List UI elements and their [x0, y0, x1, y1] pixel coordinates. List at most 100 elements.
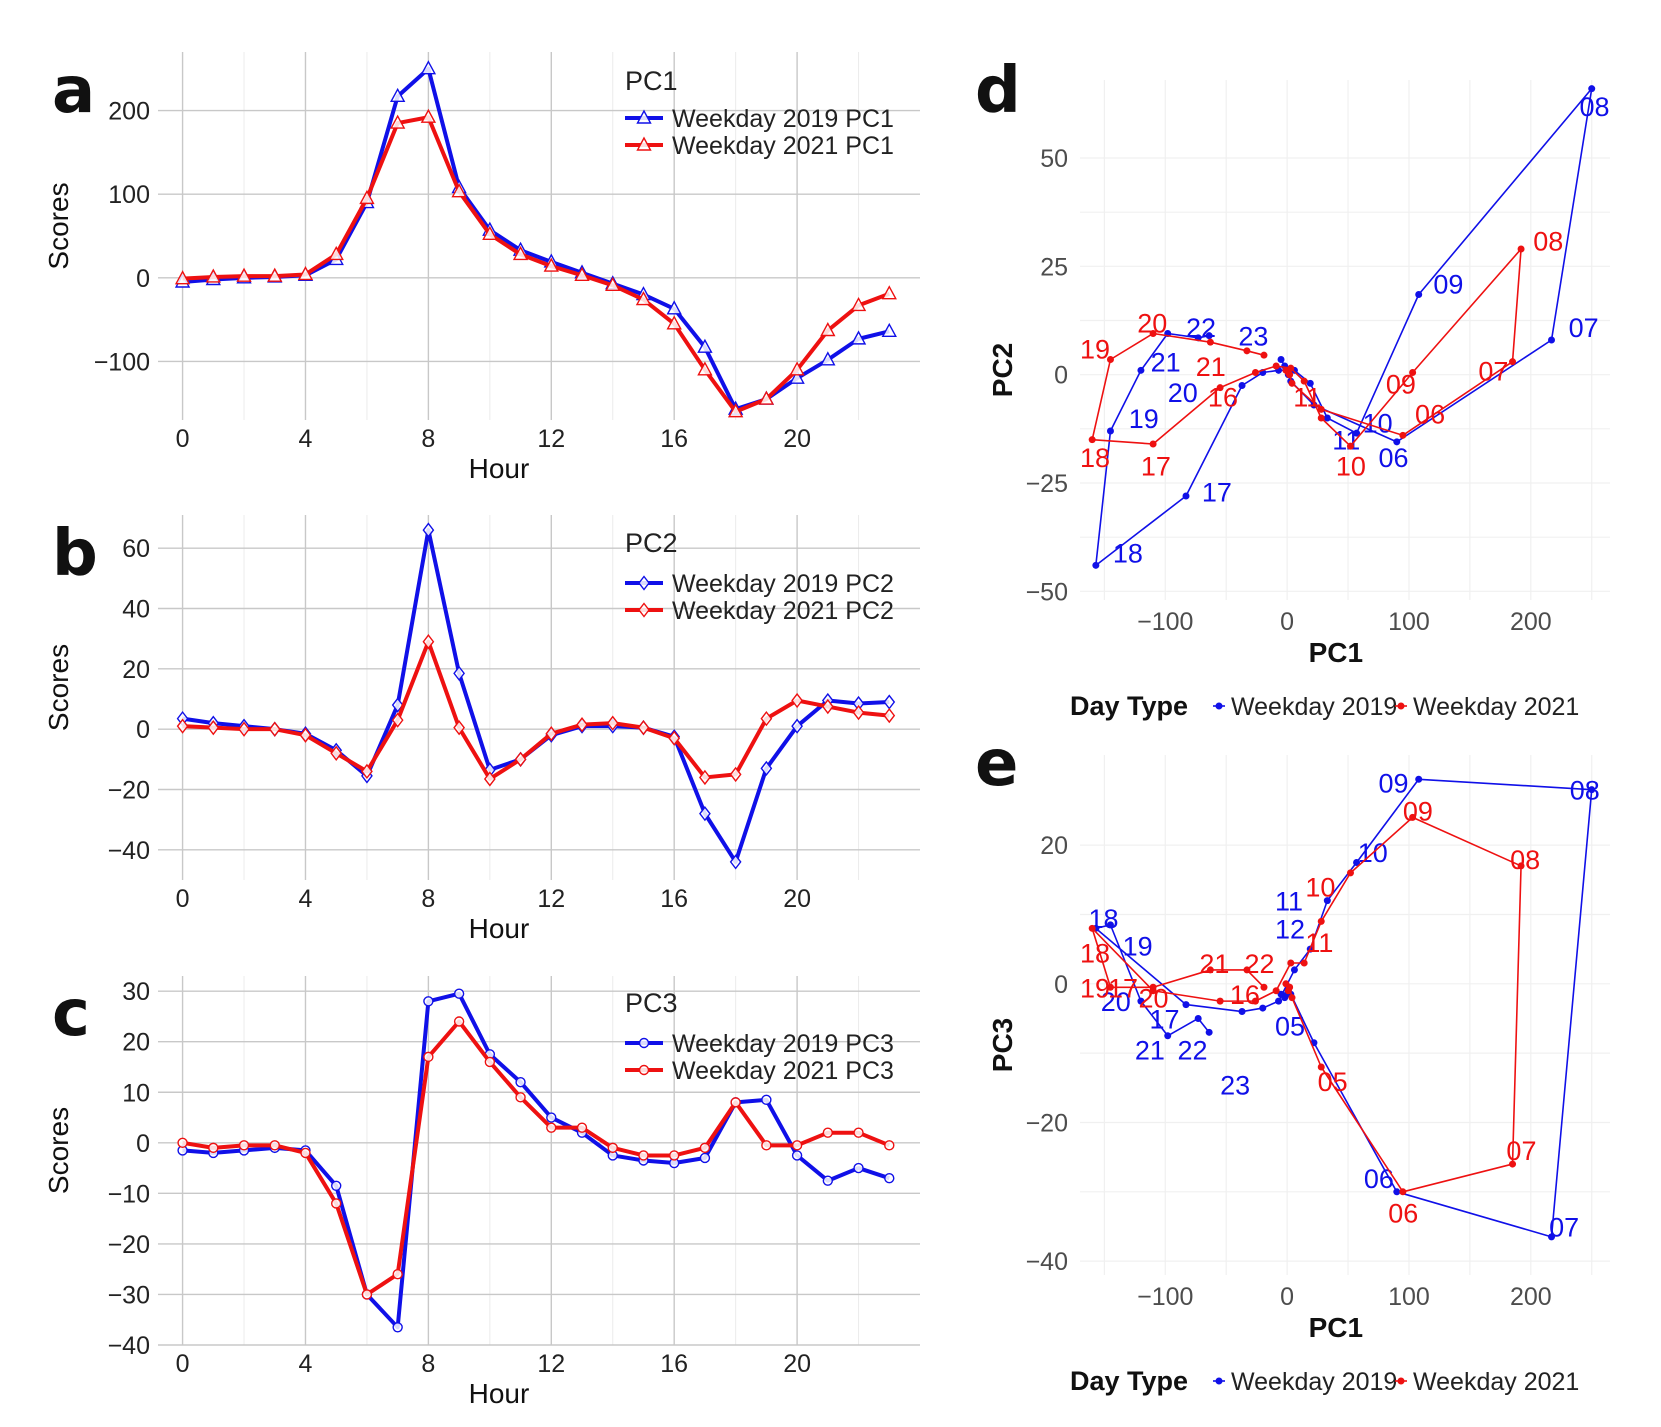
legend-marker: [638, 1064, 650, 1076]
x-tick-label: 20: [783, 1350, 811, 1378]
y-axis-title: Scores: [43, 1107, 74, 1194]
data-point: [791, 692, 803, 709]
y-tick-label: 0: [1054, 362, 1068, 390]
legend-marker: [638, 602, 650, 618]
data-point: [514, 751, 527, 767]
data-point: [268, 721, 281, 737]
hour-label: 10: [1336, 452, 1366, 482]
x-tick-label: −100: [1137, 1283, 1193, 1311]
data-point: [453, 665, 465, 682]
x-tick-label: 12: [537, 1350, 565, 1378]
point-hour-14: [1272, 362, 1280, 370]
data-point: [297, 266, 314, 281]
data-point: [208, 1142, 219, 1154]
point-hour-23: [1205, 332, 1213, 340]
point-hour-10: [1346, 442, 1354, 450]
data-point: [820, 322, 836, 337]
trajectory-path-2019: [1095, 87, 1593, 567]
point-hour-16: [1216, 384, 1224, 392]
hour-label: 09: [1386, 369, 1416, 399]
legend-label: Weekday 2021 PC3: [672, 1057, 894, 1085]
point-hour-11: [1323, 897, 1331, 905]
point-hour-21: [1164, 1032, 1172, 1040]
point-hour-13: [1290, 966, 1298, 974]
panel-label: e: [975, 727, 1018, 801]
data-point: [238, 1140, 250, 1151]
y-tick-label: −50: [1026, 578, 1068, 606]
hour-label: 09: [1433, 270, 1463, 300]
data-point: [881, 322, 897, 338]
data-point: [635, 291, 652, 306]
legend-label: Weekday 2019 PC1: [672, 105, 894, 133]
data-point: [484, 1056, 496, 1068]
data-point: [330, 745, 343, 761]
hour-label: 20: [1101, 987, 1131, 1017]
hour-label: 20: [1168, 378, 1198, 408]
hour-label: 07: [1549, 1212, 1579, 1242]
hour-label: 10: [1305, 873, 1335, 903]
point-hour-14: [1275, 997, 1283, 1005]
x-tick-label: 20: [783, 425, 811, 453]
data-point: [238, 721, 250, 737]
point-hour-17: [1182, 492, 1190, 500]
data-point: [576, 1122, 588, 1133]
point-hour-09: [1415, 775, 1423, 783]
x-tick-label: 0: [176, 425, 190, 453]
data-point: [420, 108, 437, 123]
x-tick-label: 0: [176, 885, 190, 913]
data-point: [699, 1152, 711, 1164]
point-hour-08: [1588, 786, 1596, 794]
data-point: [666, 300, 682, 315]
point-hour-07: [1509, 358, 1517, 366]
x-axis-title: PC1: [1309, 637, 1363, 668]
hour-label: 22: [1177, 1036, 1207, 1066]
y-tick-label: 0: [136, 265, 150, 293]
data-point: [729, 854, 742, 870]
x-tick-label: 4: [299, 1350, 313, 1378]
data-point: [853, 1127, 864, 1138]
legend-title: Day Type: [1070, 1366, 1188, 1396]
data-point: [697, 361, 713, 376]
x-tick-label: 100: [1388, 1283, 1430, 1311]
x-tick-label: 4: [299, 425, 313, 453]
hour-label: 08: [1580, 92, 1610, 122]
y-tick-label: −25: [1026, 470, 1068, 498]
y-tick-label: −10: [108, 1180, 150, 1208]
y-tick-label: −30: [108, 1281, 150, 1309]
x-tick-label: 8: [421, 1350, 435, 1378]
point-hour-20: [1149, 983, 1157, 991]
point-hour-21: [1206, 966, 1214, 974]
y-tick-label: −100: [94, 348, 150, 376]
data-point: [389, 114, 406, 129]
x-tick-label: 16: [660, 425, 688, 453]
x-tick-label: 12: [537, 885, 565, 913]
point-hour-11: [1323, 414, 1331, 422]
y-tick-label: −40: [108, 1332, 150, 1360]
legend-swatch-dot: [1397, 1377, 1405, 1385]
hour-label: 19: [1129, 404, 1159, 434]
data-point: [853, 1162, 864, 1174]
point-hour-18: [1088, 924, 1096, 932]
point-hour-22: [1243, 347, 1251, 355]
data-point: [884, 1172, 895, 1184]
panel-label: c: [52, 977, 90, 1051]
point-hour-05: [1317, 405, 1325, 413]
data-point: [299, 727, 312, 743]
data-point: [884, 1140, 895, 1151]
data-point: [821, 698, 834, 715]
data-point: [727, 403, 744, 418]
hour-label: 22: [1186, 313, 1216, 343]
legend-label: Weekday 2019 PC3: [672, 1030, 894, 1058]
legend-label: Weekday 2021 PC1: [672, 132, 894, 160]
data-point: [269, 1140, 280, 1151]
point-hour-15: [1251, 369, 1259, 376]
point-hour-07: [1509, 1160, 1517, 1168]
hour-label: 17: [1149, 1004, 1179, 1034]
data-point: [607, 1142, 618, 1154]
hour-label: 21: [1151, 348, 1181, 378]
hour-label: 17: [1108, 973, 1138, 1003]
point-hour-12: [1300, 377, 1308, 385]
data-point: [543, 257, 559, 272]
